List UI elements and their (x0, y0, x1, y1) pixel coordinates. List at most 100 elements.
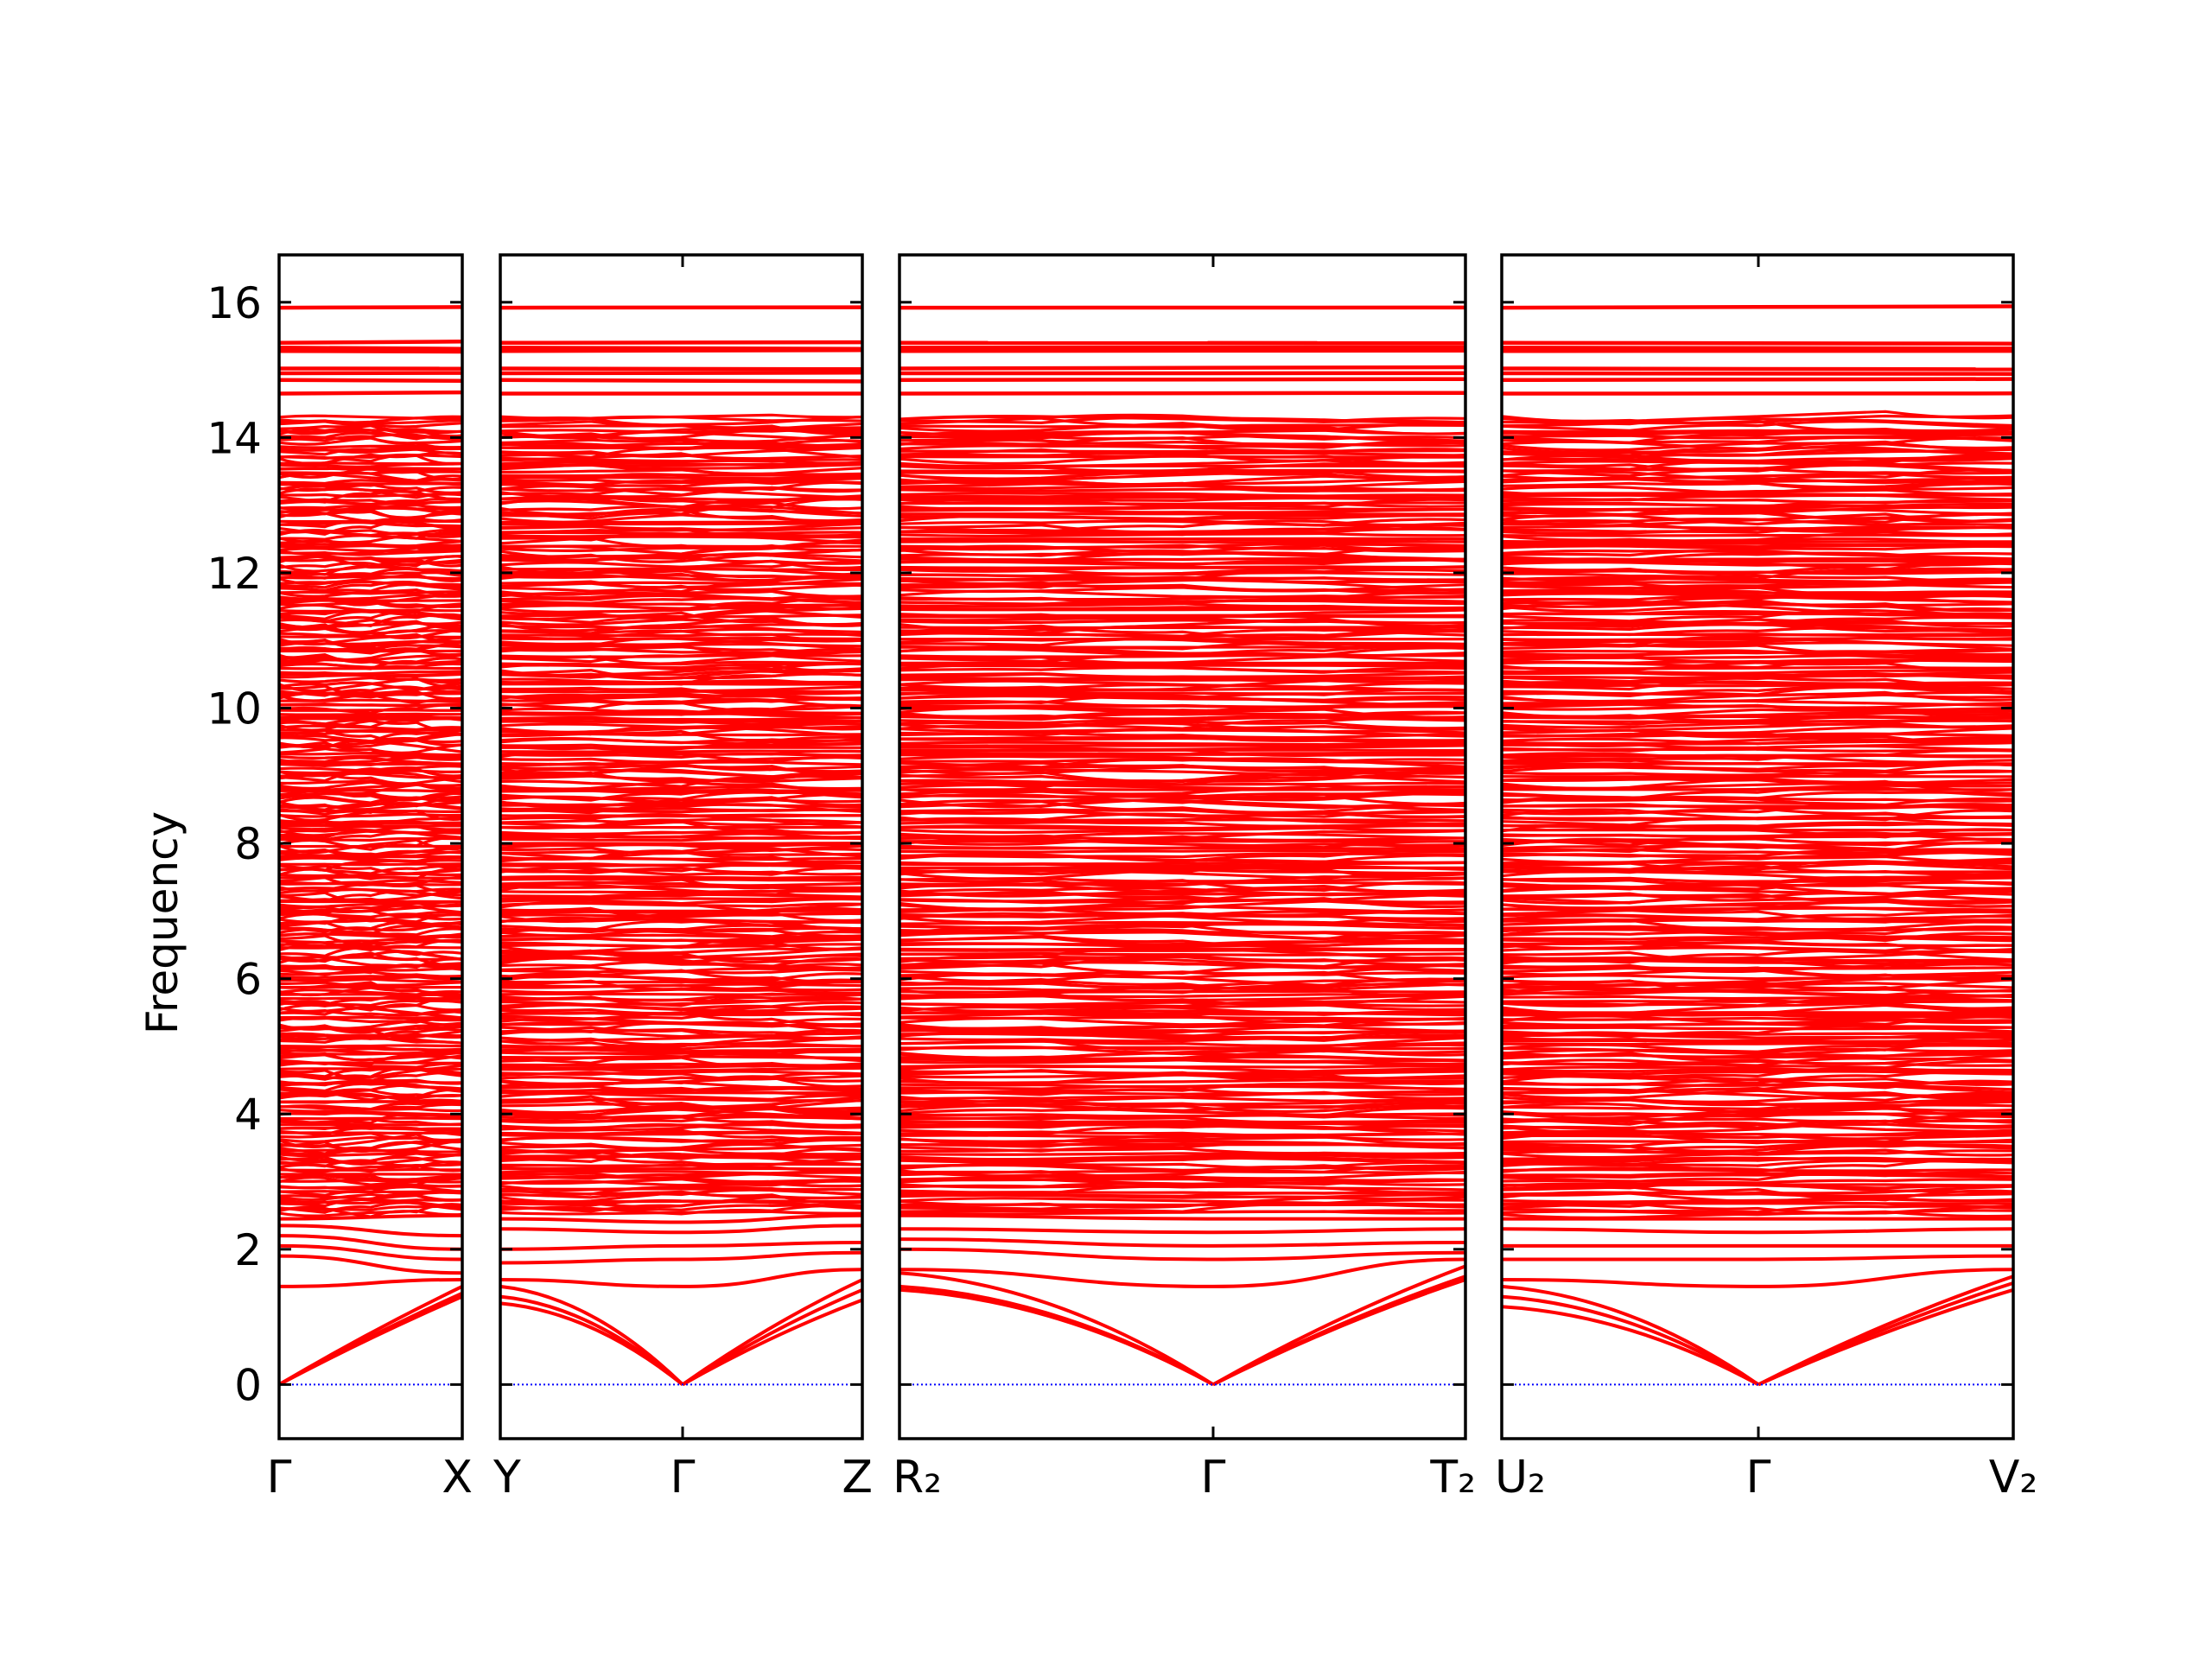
band-line-1282 (1501, 653, 2014, 659)
band-line-1409 (499, 1257, 683, 1265)
band-line-366 (499, 1169, 863, 1175)
band-line-275 (278, 561, 463, 573)
band-line-1339 (1501, 512, 2014, 527)
band-line-687 (499, 413, 863, 420)
band-line-1309 (1501, 590, 2014, 595)
band-line-1303 (1501, 599, 2014, 613)
band-line-1437 (1501, 1284, 1760, 1387)
band-line-230 (278, 672, 463, 677)
band-line-318 (278, 467, 463, 471)
band-line-1415 (499, 1217, 683, 1224)
band-line-1296 (1501, 618, 2014, 628)
band-line-1417 (899, 1287, 1214, 1387)
band-line-910 (899, 708, 1466, 720)
band-line-347 (278, 305, 463, 310)
band-line-1363 (1501, 457, 2014, 472)
band-line-1289 (1501, 637, 2014, 642)
band-line-1116 (1501, 1041, 2014, 1046)
qpoint-label-2-0: R₂ (893, 1452, 942, 1503)
band-line-694 (499, 340, 863, 346)
band-line-1406 (681, 1278, 863, 1387)
band-line-48 (278, 1099, 463, 1105)
band-line-1440 (1758, 1268, 2014, 1288)
band-line-473 (499, 916, 863, 927)
band-line-1413 (499, 1227, 683, 1235)
band-line-559 (499, 715, 863, 721)
band-line-1390 (1501, 340, 2014, 346)
band-line-527 (499, 788, 863, 802)
band-line-344 (278, 348, 463, 354)
band-line-204 (278, 728, 463, 743)
band-line-690 (499, 371, 863, 376)
band-line-701 (899, 1196, 1466, 1209)
band-line-1386 (1501, 371, 2014, 376)
band-line-487 (499, 885, 863, 890)
band-line-535 (499, 768, 863, 780)
band-line-989 (899, 521, 1466, 534)
band-line-415 (499, 1055, 863, 1060)
band-line-1353 (1501, 482, 2014, 495)
band-line-999 (899, 501, 1466, 506)
band-line-1397 (278, 1243, 463, 1262)
band-line-606 (499, 604, 863, 611)
band-line-1161 (1501, 936, 2014, 942)
band-line-442 (499, 992, 863, 996)
band-line-889 (899, 758, 1466, 765)
band-line-543 (499, 752, 863, 757)
band-line-728 (899, 1133, 1466, 1146)
qpoint-label-3-1: Γ (1746, 1452, 1771, 1503)
band-line-850 (899, 849, 1466, 854)
band-line-1041 (899, 345, 1466, 350)
band-line-604 (499, 606, 863, 620)
qpoint-label-2-1: Γ (1201, 1452, 1226, 1503)
band-line-1394 (277, 1285, 463, 1387)
band-line-1112 (1501, 1048, 2014, 1058)
band-line-1422 (1212, 1264, 1466, 1387)
band-line-1061 (1501, 1172, 2014, 1179)
band-line-245 (278, 632, 463, 646)
band-line-506 (499, 842, 863, 845)
band-line-423 (499, 1033, 863, 1042)
band-line-326 (278, 446, 463, 452)
band-line-952 (899, 608, 1466, 621)
tick-marks (277, 255, 2015, 1439)
band-line-1088 (1501, 1105, 2014, 1120)
band-line-828 (899, 897, 1466, 912)
band-line-1411 (499, 1243, 683, 1251)
band-line-1414 (682, 1224, 863, 1235)
band-line-721 (899, 1153, 1466, 1161)
band-line-556 (499, 722, 863, 729)
band-line-776 (899, 1021, 1466, 1034)
band-line-682 (499, 428, 863, 434)
band-line-1186 (1501, 876, 2014, 883)
band-line-1391 (1501, 304, 2014, 310)
panel-frame-2 (898, 253, 1467, 1440)
band-line-493 (499, 866, 863, 877)
band-lines (277, 304, 2014, 1387)
band-line-518 (499, 814, 863, 818)
band-line-717 (899, 1162, 1466, 1170)
band-line-759 (899, 1064, 1466, 1069)
band-line-1300 (1501, 610, 2014, 618)
band-line-12 (278, 1183, 463, 1190)
tick-labels: Γ X Y Γ Z R₂ Γ T₂ U₂ Γ V₂ 0 2 4 6 8 10 12 14 16 (207, 278, 2037, 1503)
band-line-23 (278, 1153, 463, 1166)
band-line-241 (278, 644, 463, 652)
band-line-1178 (1501, 893, 2014, 903)
band-line-922 (899, 679, 1466, 690)
band-line-1030 (899, 422, 1466, 435)
band-line-631 (499, 545, 863, 552)
band-line-874 (899, 792, 1466, 799)
band-line-1223 (1501, 785, 2014, 801)
band-line-1002 (899, 493, 1466, 499)
band-line-1416 (682, 1213, 863, 1224)
band-line-1343 (1501, 508, 2014, 517)
band-line-106 (278, 963, 463, 969)
band-line-49 (278, 1092, 463, 1103)
band-line-67 (278, 1051, 463, 1062)
band-line-167 (278, 820, 463, 827)
qpoint-label-2-2: T₂ (1429, 1452, 1476, 1503)
band-line-899 (899, 735, 1466, 743)
band-line-393 (499, 1103, 863, 1117)
band-line-1109 (1501, 1057, 2014, 1067)
